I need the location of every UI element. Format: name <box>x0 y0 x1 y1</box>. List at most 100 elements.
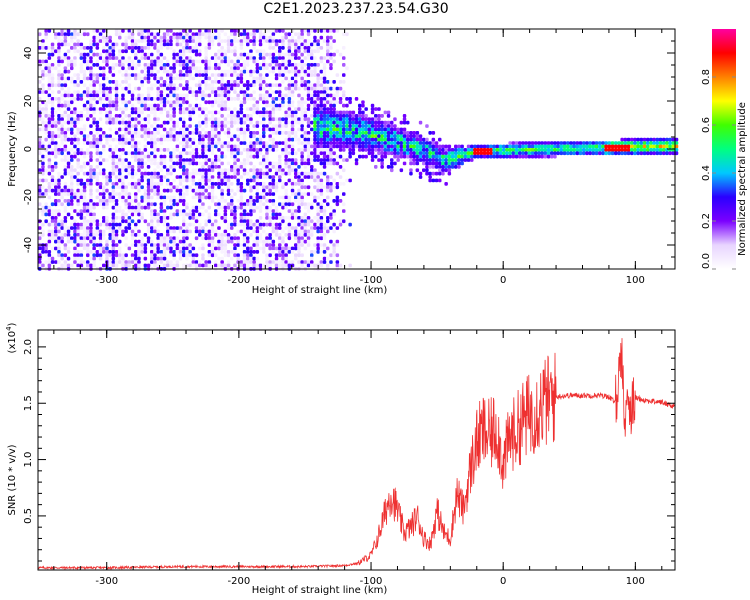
spectrogram-cell <box>134 222 138 227</box>
spectrogram-cell <box>633 151 637 156</box>
spectrogram-cell <box>121 188 125 193</box>
spectrogram-cell <box>338 124 343 128</box>
spectrogram-cell <box>143 192 148 196</box>
spectrogram-cell <box>220 52 224 57</box>
spectrogram-cell <box>252 239 256 244</box>
spectrogram-cell <box>73 120 77 125</box>
spectrogram-cell <box>50 260 55 264</box>
spectrogram-cell <box>204 63 208 67</box>
spectrogram-cell <box>146 56 151 60</box>
spectrogram-cell <box>44 260 48 264</box>
spectrogram-cell <box>390 120 394 125</box>
spectrogram-cell <box>134 154 138 159</box>
spectrogram-cell <box>338 52 343 57</box>
spectrogram-cell <box>204 188 208 193</box>
spectrogram-cell <box>166 59 170 64</box>
spectrogram-cell <box>182 144 186 149</box>
spectrogram-cell <box>114 253 119 258</box>
spectrogram-cell <box>210 250 215 254</box>
spectrogram-cell <box>409 134 413 139</box>
spectrogram-cell <box>297 209 301 213</box>
spectrogram-cell <box>166 93 170 98</box>
spectrogram-cell <box>233 120 237 125</box>
spectrogram-cell <box>172 263 176 268</box>
spectrogram-cell <box>108 66 112 71</box>
spectrogram-cell <box>255 205 260 210</box>
spectrogram-cell <box>393 154 397 159</box>
spectrogram-cell <box>98 256 103 261</box>
spectrogram-cell <box>134 212 138 217</box>
spectrogram-cell <box>172 56 176 60</box>
spectrogram-cell <box>153 171 157 176</box>
spectrogram-cell <box>66 148 71 152</box>
spectrogram-cell <box>412 154 416 159</box>
spectrogram-cell <box>220 124 224 128</box>
spectrogram-cell <box>226 144 231 149</box>
spectrogram-cell <box>518 144 522 149</box>
spectrogram-cell <box>38 114 42 118</box>
spectrogram-cell <box>492 148 496 152</box>
spectrogram-cell <box>246 182 250 186</box>
spectrogram-cell <box>319 148 324 152</box>
spectrogram-cell <box>153 117 157 122</box>
spectrogram-cell <box>204 93 208 98</box>
spectrogram-cell <box>278 250 282 254</box>
spectrogram-cell <box>220 161 224 166</box>
spectrogram-cell <box>262 93 266 98</box>
spectrogram-cell <box>89 219 93 224</box>
spectrogram-cell <box>383 124 388 128</box>
spectrogram-cell <box>210 222 215 227</box>
spectrogram-cell <box>134 239 138 244</box>
spectrogram-cell <box>338 110 343 115</box>
spectrogram-cell <box>137 161 141 166</box>
spectrogram-cell <box>284 141 288 145</box>
spectrogram-cell <box>79 165 84 169</box>
spectrogram-cell <box>204 69 208 74</box>
spectrogram-cell <box>495 151 500 156</box>
spectrogram-cell <box>380 120 384 125</box>
spectrogram-cell <box>438 171 442 176</box>
spectrogram-cell <box>274 90 279 94</box>
spectrogram-cell <box>182 35 186 40</box>
spectrogram-cell <box>332 144 336 149</box>
spectrogram-cell <box>105 199 109 203</box>
spectrogram-cell <box>114 263 119 268</box>
spectrogram-cell <box>306 209 311 213</box>
spectrogram-cell <box>313 114 317 118</box>
spectrogram-cell <box>511 141 516 145</box>
spectrogram-cell <box>70 46 74 50</box>
spectrogram-cell <box>50 73 55 77</box>
spectrogram-cell <box>166 32 170 37</box>
spectrogram-cell <box>172 151 176 156</box>
spectrogram-cell <box>233 243 237 247</box>
spectrogram-cell <box>185 185 189 190</box>
spectrogram-cell <box>66 69 71 74</box>
spectrogram-cell <box>137 178 141 183</box>
spectrogram-cell <box>47 260 52 264</box>
spectrogram-cell <box>63 134 68 139</box>
spectrogram-cell <box>130 199 135 203</box>
spectrogram-cell <box>310 93 314 98</box>
spectrogram-cell <box>274 49 279 54</box>
spectrogram-cell <box>114 168 119 173</box>
spectrogram-cell <box>246 222 250 227</box>
spectrogram-cell <box>89 182 93 186</box>
spectrogram-cell <box>111 161 116 166</box>
spectrogram-cell <box>466 144 471 149</box>
spectrogram-cell <box>108 56 112 60</box>
spectrogram-cell <box>370 124 375 128</box>
spectrogram-cell <box>102 76 106 81</box>
spectrogram-cell <box>226 175 231 179</box>
spectrogram-cell <box>198 86 202 91</box>
spectrogram-cell <box>214 56 218 60</box>
spectrogram-cell <box>217 205 221 210</box>
spectrogram-cell <box>210 246 215 251</box>
spectrogram-cell <box>153 154 157 159</box>
spectrogram-cell <box>114 192 119 196</box>
spectrogram-cell <box>332 209 336 213</box>
spectrogram-cell <box>137 131 141 135</box>
spectrogram-cell <box>220 154 224 159</box>
spectrogram-cell <box>246 42 250 47</box>
spectrogram-cell <box>169 246 173 251</box>
spectrogram-cell <box>38 171 42 176</box>
